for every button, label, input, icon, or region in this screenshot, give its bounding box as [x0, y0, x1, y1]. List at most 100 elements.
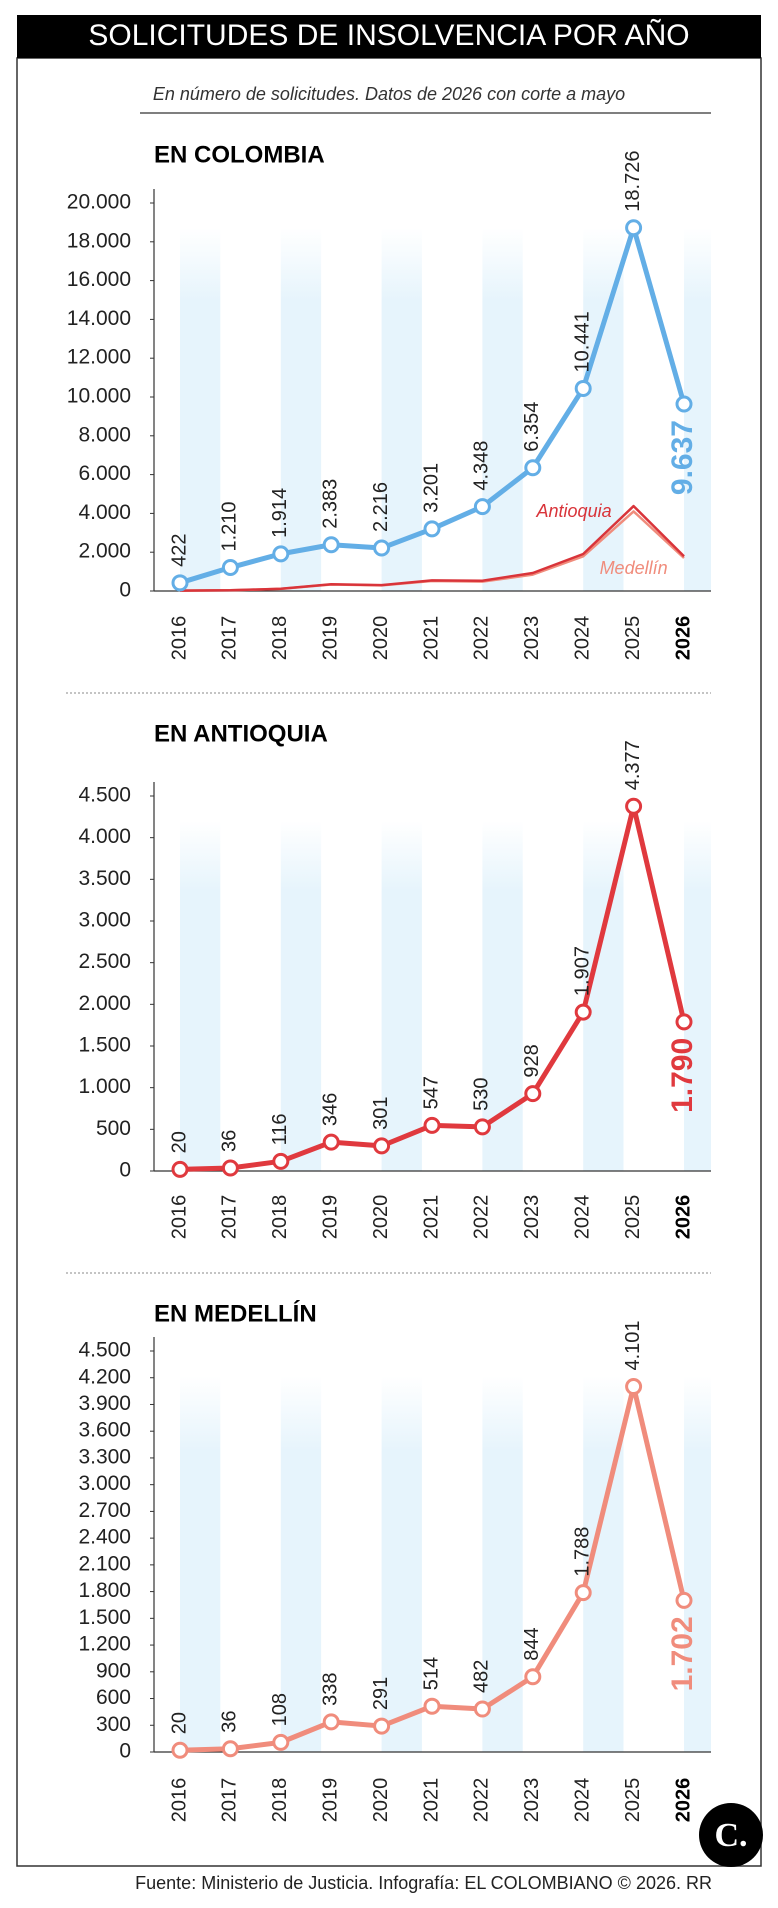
x-tick-label: 2021	[420, 1778, 442, 1823]
x-tick-label: 2019	[319, 1778, 341, 1823]
y-tick-label: 3.500	[78, 867, 131, 890]
y-tick-label: 600	[96, 1686, 131, 1709]
y-tick-label: 4.000	[78, 501, 131, 524]
x-tick-label: 2020	[370, 1778, 392, 1823]
y-tick-label: 0	[119, 579, 131, 602]
y-tick-label: 3.000	[78, 1472, 131, 1495]
y-tick-label: 1.500	[78, 1606, 131, 1629]
stripe	[684, 1376, 711, 1752]
x-tick-label: 2023	[521, 1778, 543, 1823]
x-tick-label: 2018	[269, 616, 291, 661]
series-label: Antioquia	[536, 501, 612, 521]
x-tick-label: 2017	[219, 1195, 241, 1240]
stripe	[180, 228, 221, 591]
value-label: 1.788	[571, 1527, 593, 1577]
value-label: 1.210	[219, 501, 241, 551]
value-label: 20	[168, 1712, 190, 1734]
x-tick-label: 2026	[672, 616, 694, 661]
data-point	[473, 1700, 491, 1718]
y-tick-label: 10.000	[67, 385, 131, 408]
x-tick-label: 2016	[168, 1778, 190, 1823]
value-label: 20	[168, 1131, 190, 1153]
y-tick-label: 2.500	[78, 950, 131, 973]
y-tick-label: 4.500	[78, 784, 131, 807]
data-point	[574, 379, 592, 397]
value-label: 18.726	[622, 151, 644, 212]
logo-circle	[699, 1803, 763, 1867]
data-point	[221, 1740, 239, 1758]
value-label: 4.101	[622, 1320, 644, 1370]
value-label: 928	[521, 1044, 543, 1077]
value-label: 4.377	[622, 740, 644, 790]
value-label-current: 1.702	[666, 1616, 699, 1691]
y-tick-label: 20.000	[67, 191, 131, 214]
x-tick-label: 2024	[571, 616, 593, 661]
y-tick-label: 2.000	[78, 540, 131, 563]
y-tick-label: 0	[119, 1159, 131, 1182]
secondary-line	[179, 504, 685, 592]
y-tick-label: 18.000	[67, 229, 131, 252]
x-tick-label: 2021	[420, 1195, 442, 1240]
data-point	[373, 1717, 391, 1735]
value-label: 530	[471, 1077, 493, 1110]
x-tick-label: 2023	[521, 616, 543, 661]
x-tick-label: 2022	[471, 616, 493, 661]
data-point	[171, 1741, 189, 1759]
data-point	[322, 1133, 340, 1151]
x-tick-label: 2025	[622, 616, 644, 661]
data-point	[625, 797, 643, 815]
value-label: 291	[370, 1677, 392, 1710]
data-point	[675, 1591, 693, 1609]
value-label-current: 9.637	[666, 420, 699, 495]
data-point	[322, 536, 340, 554]
x-tick-label: 2021	[420, 616, 442, 661]
y-tick-label: 3.300	[78, 1445, 131, 1468]
stripe	[280, 821, 322, 1171]
y-tick-label: 2.700	[78, 1499, 131, 1522]
y-tick-label: 4.500	[78, 1339, 131, 1362]
chart-title: EN ANTIOQUIA	[154, 720, 328, 747]
y-tick-label: 6.000	[78, 462, 131, 485]
stripe	[482, 228, 523, 591]
y-tick-label: 3.600	[78, 1419, 131, 1442]
y-tick-label: 2.400	[78, 1526, 131, 1549]
y-tick-label: 1.000	[78, 1075, 131, 1098]
y-tick-label: 500	[96, 1117, 131, 1140]
y-tick-label: 1.800	[78, 1579, 131, 1602]
data-point	[221, 1159, 239, 1177]
x-tick-label: 2018	[269, 1778, 291, 1823]
y-tick-label: 1.200	[78, 1633, 131, 1656]
data-point	[675, 1013, 693, 1031]
stripe	[381, 1376, 422, 1752]
x-tick-label: 2017	[219, 1778, 241, 1823]
data-point	[423, 520, 441, 538]
y-tick-label: 0	[119, 1740, 131, 1763]
x-tick-label: 2026	[672, 1195, 694, 1240]
value-label: 346	[319, 1093, 341, 1126]
x-tick-label: 2025	[622, 1778, 644, 1823]
source: Fuente: Ministerio de Justicia. Infograf…	[135, 1873, 712, 1893]
y-tick-label: 14.000	[67, 307, 131, 330]
data-point	[574, 1584, 592, 1602]
y-tick-label: 2.100	[78, 1552, 131, 1575]
value-label: 36	[219, 1711, 241, 1733]
value-label: 422	[168, 533, 190, 566]
value-label: 2.383	[319, 479, 341, 529]
value-label: 514	[420, 1657, 442, 1690]
y-tick-label: 4.200	[78, 1365, 131, 1388]
subtitle: En número de solicitudes. Datos de 2026 …	[153, 84, 625, 104]
data-point	[625, 219, 643, 237]
value-label: 108	[269, 1693, 291, 1726]
value-label: 338	[319, 1673, 341, 1706]
data-point	[524, 459, 542, 477]
value-label: 116	[269, 1113, 291, 1145]
value-label: 4.348	[471, 441, 493, 491]
x-tick-label: 2019	[319, 616, 341, 661]
value-label: 6.354	[521, 402, 543, 452]
chart-title: EN COLOMBIA	[154, 141, 325, 168]
y-tick-label: 1.500	[78, 1034, 131, 1057]
stripe	[381, 228, 422, 591]
logo: C.	[714, 1817, 747, 1854]
data-point	[272, 1733, 290, 1751]
value-label: 301	[370, 1097, 392, 1130]
